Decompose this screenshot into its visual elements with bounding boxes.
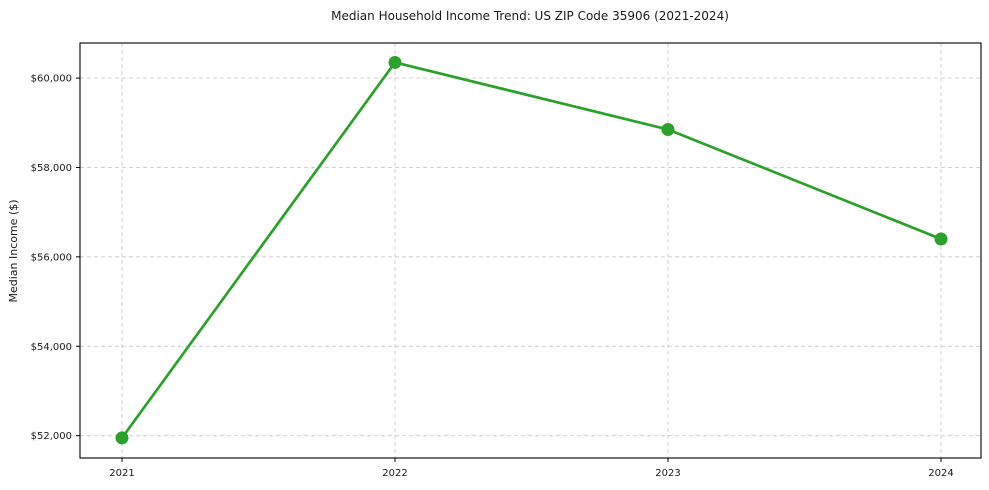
y-tick-label: $54,000 bbox=[31, 342, 72, 353]
y-axis-label: Median Income ($) bbox=[7, 199, 20, 302]
series-layer bbox=[115, 55, 948, 445]
x-tick-label: 2023 bbox=[655, 468, 680, 479]
gridlines-layer bbox=[80, 43, 981, 458]
data-point-2023 bbox=[661, 122, 675, 136]
y-tick-label: $52,000 bbox=[31, 431, 72, 442]
chart-title: Median Household Income Trend: US ZIP Co… bbox=[331, 9, 729, 23]
axes-layer: $52,000 $54,000 $56,000 $58,000 $60,000 2021 2… bbox=[31, 42, 982, 479]
x-tick-label: 2024 bbox=[928, 468, 953, 479]
data-point-2024 bbox=[934, 232, 948, 246]
y-tick-label: $56,000 bbox=[31, 252, 72, 263]
x-tick-label: 2021 bbox=[109, 468, 134, 479]
plot-border bbox=[79, 42, 982, 459]
y-tick-label: $58,000 bbox=[31, 163, 72, 174]
data-point-2022 bbox=[388, 55, 402, 69]
x-tick-label: 2022 bbox=[382, 468, 407, 479]
y-tick-label: $60,000 bbox=[31, 74, 72, 85]
income-trend-line bbox=[120, 61, 943, 440]
data-point-2021 bbox=[115, 431, 129, 445]
